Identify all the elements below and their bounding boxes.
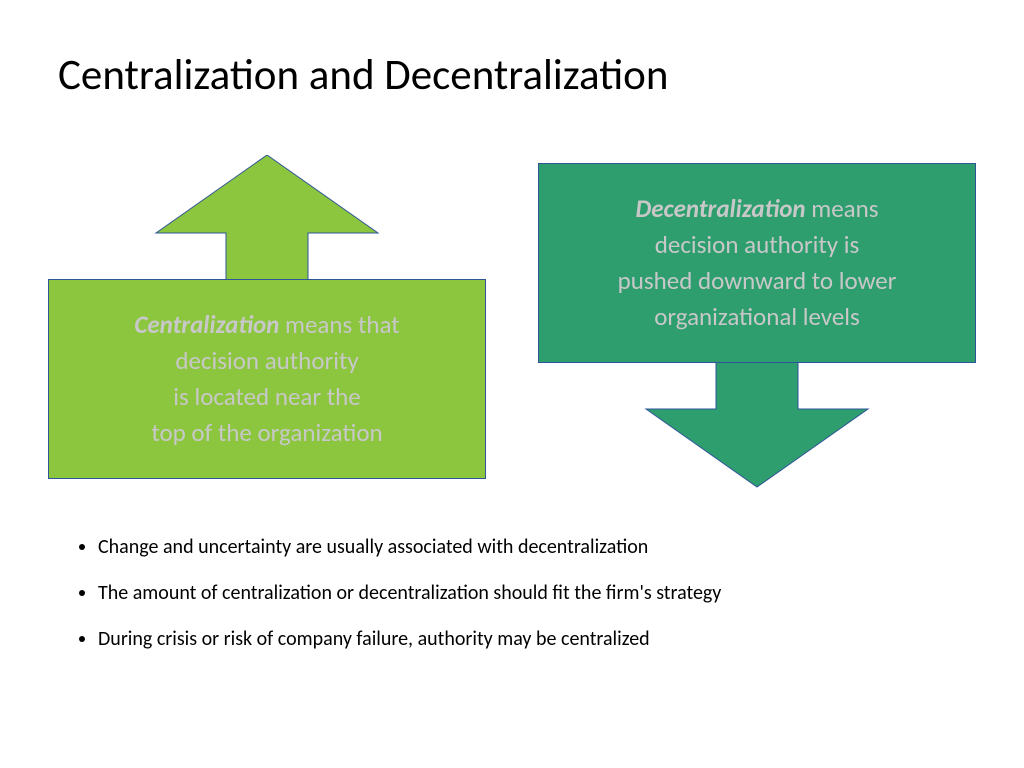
decentralization-line2: decision authority is: [655, 227, 859, 263]
centralization-rest1: means that: [279, 309, 399, 340]
list-item: The amount of centralization or decentra…: [98, 581, 948, 605]
list-item: Change and uncertainty are usually assoc…: [98, 535, 948, 559]
centralization-box: Centralization means that decision autho…: [48, 279, 486, 479]
decentralization-line1: Decentralization means: [635, 191, 878, 227]
decentralization-keyword: Decentralization: [635, 193, 805, 224]
centralization-line4: top of the organization: [151, 415, 382, 451]
decentralization-rest1: means: [806, 193, 879, 224]
centralization-line1: Centralization means that: [134, 307, 399, 343]
decentralization-line4: organizational levels: [654, 299, 860, 335]
list-item: During crisis or risk of company failure…: [98, 627, 948, 651]
centralization-line2: decision authority: [175, 343, 358, 379]
diagram-area: Centralization means that decision autho…: [48, 155, 976, 515]
decentralization-line3: pushed downward to lower: [618, 263, 897, 299]
decentralization-box: Decentralization means decision authorit…: [538, 163, 976, 363]
bullet-list: Change and uncertainty are usually assoc…: [78, 535, 948, 673]
slide-title: Centralization and Decentralization: [58, 48, 668, 101]
centralization-line3: is located near the: [173, 379, 360, 415]
centralization-keyword: Centralization: [134, 309, 279, 340]
